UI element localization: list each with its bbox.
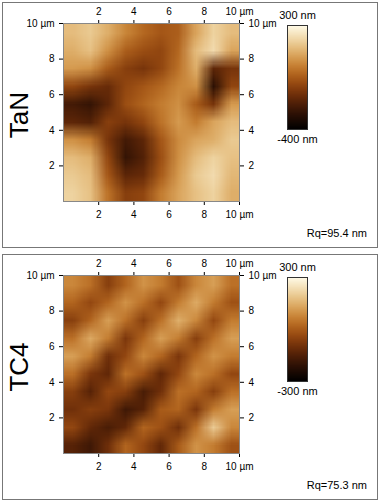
- svg-text:6: 6: [249, 89, 255, 100]
- svg-text:10 µm: 10 µm: [27, 270, 55, 281]
- svg-text:2: 2: [96, 461, 102, 472]
- svg-text:10 µm: 10 µm: [249, 18, 277, 29]
- svg-text:6: 6: [166, 6, 172, 17]
- html-text:Rq=95.4 nm: Rq=95.4 nm: [306, 227, 367, 239]
- svg-text:2: 2: [249, 412, 255, 423]
- svg-text:6: 6: [49, 341, 55, 352]
- svg-text:4: 4: [131, 6, 137, 17]
- svg-text:10 µm: 10 µm: [226, 6, 254, 17]
- svg-text:2: 2: [96, 6, 102, 17]
- html-text:Rq=75.3 nm: Rq=75.3 nm: [306, 479, 367, 491]
- svg-text:4: 4: [49, 125, 55, 136]
- svg-text:2: 2: [249, 160, 255, 171]
- html-text:TaN: TaN: [3, 91, 34, 139]
- svg-text:4: 4: [249, 377, 255, 388]
- svg-text:10 µm: 10 µm: [27, 18, 55, 29]
- svg-text:-400 nm: -400 nm: [277, 133, 317, 145]
- svg-text:8: 8: [202, 258, 208, 269]
- svg-text:4: 4: [49, 377, 55, 388]
- svg-text:2: 2: [96, 258, 102, 269]
- svg-text:6: 6: [166, 209, 172, 220]
- svg-text:4: 4: [249, 125, 255, 136]
- svg-text:8: 8: [249, 305, 255, 316]
- svg-text:8: 8: [49, 53, 55, 64]
- svg-text:300 nm: 300 nm: [279, 9, 316, 21]
- svg-text:2: 2: [96, 209, 102, 220]
- html-text:TC4: TC4: [3, 342, 34, 392]
- svg-text:6: 6: [166, 258, 172, 269]
- svg-text:10 µm: 10 µm: [249, 270, 277, 281]
- svg-text:2: 2: [49, 160, 55, 171]
- svg-text:6: 6: [49, 89, 55, 100]
- svg-text:300 nm: 300 nm: [279, 261, 316, 273]
- svg-text:-300 nm: -300 nm: [277, 385, 317, 397]
- svg-text:10 µm: 10 µm: [226, 461, 254, 472]
- svg-text:8: 8: [202, 461, 208, 472]
- svg-text:8: 8: [49, 305, 55, 316]
- svg-text:6: 6: [166, 461, 172, 472]
- svg-text:8: 8: [249, 53, 255, 64]
- svg-text:8: 8: [202, 209, 208, 220]
- svg-text:10 µm: 10 µm: [226, 258, 254, 269]
- svg-text:6: 6: [249, 341, 255, 352]
- svg-text:4: 4: [131, 461, 137, 472]
- svg-text:2: 2: [49, 412, 55, 423]
- svg-text:8: 8: [202, 6, 208, 17]
- svg-text:4: 4: [131, 258, 137, 269]
- svg-text:10 µm: 10 µm: [226, 209, 254, 220]
- svg-text:4: 4: [131, 209, 137, 220]
